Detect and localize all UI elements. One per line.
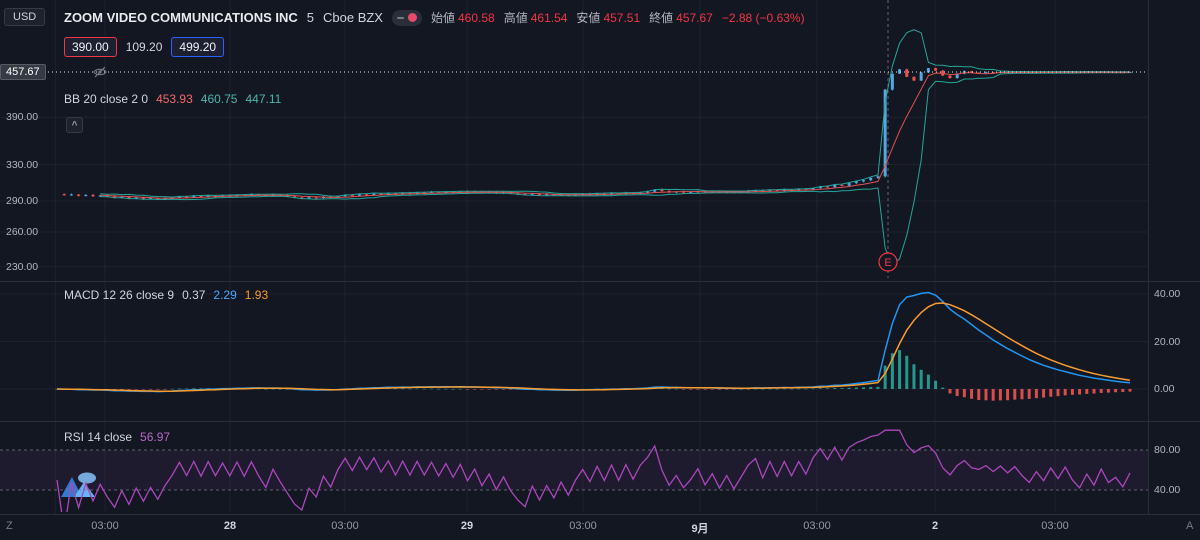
currency-label: USD: [13, 11, 37, 23]
symbol-title[interactable]: ZOOM VIDEO COMMUNICATIONS INC: [64, 10, 298, 25]
rsi-title[interactable]: RSI 14 close: [64, 430, 133, 444]
macd-signal-value: 1.93: [244, 288, 269, 302]
price-level-stop[interactable]: 390.00: [64, 37, 117, 57]
macd-line-value: 2.29: [213, 288, 237, 302]
macd-axis-label[interactable]: 20.00: [1154, 335, 1181, 348]
svg-text:E: E: [884, 257, 891, 269]
open-label: 始値: [430, 11, 455, 25]
open-value: 460.58: [458, 10, 495, 25]
currency-button[interactable]: USD: [4, 8, 46, 26]
rsi-axis-label[interactable]: 40.00: [1154, 484, 1181, 496]
status-dot-icon: [407, 13, 417, 22]
bb-basis-value: 453.93: [156, 92, 193, 106]
macd-axis-label[interactable]: 40.00: [1154, 288, 1181, 300]
position-quantity: 109.20: [125, 40, 163, 54]
legend-collapse-button[interactable]: ^: [66, 117, 83, 133]
time-axis-label[interactable]: 03:00: [331, 520, 359, 532]
price-level-target[interactable]: 499.20: [171, 37, 225, 57]
rsi-axis-label[interactable]: 80.00: [1154, 444, 1181, 456]
chart-legend-row: ZOOM VIDEO COMMUNICATIONS INC 5 Cboe BZX…: [64, 9, 805, 26]
bb-upper-value: 460.75: [200, 92, 238, 106]
high-label: 高値: [503, 11, 528, 25]
time-axis-label[interactable]: 29: [460, 520, 474, 532]
eye-slash-icon[interactable]: [92, 64, 108, 85]
macd-axis-label[interactable]: 0.00: [1154, 383, 1175, 395]
time-axis-label[interactable]: 03:00: [91, 520, 119, 532]
close-label: 終値: [649, 11, 674, 25]
price-axis-label[interactable]: 390.00: [6, 111, 39, 124]
high-value: 461.54: [530, 10, 568, 25]
collapse-chevron-icon: ^: [71, 119, 78, 131]
low-value: 457.51: [603, 10, 641, 25]
macd-hist-value: 0.37: [182, 288, 206, 302]
close-value: 457.67: [676, 10, 713, 25]
corner-left-label[interactable]: Z: [6, 520, 13, 532]
price-axis-label[interactable]: 230.00: [6, 260, 39, 273]
macd-title[interactable]: MACD 12 26 close 9: [64, 288, 175, 302]
low-label: 安値: [576, 11, 601, 25]
rsi-value: 56.97: [140, 430, 171, 444]
bb-legend-row: BB 20 close 2 0 453.93 460.75 447.11: [64, 92, 281, 106]
time-axis-label[interactable]: 03:00: [1041, 520, 1069, 532]
market-status-toggle[interactable]: [391, 9, 422, 26]
time-axis-label[interactable]: 03:00: [803, 520, 831, 532]
interval-label[interactable]: 5: [306, 10, 314, 25]
bb-title[interactable]: BB 20 close 2 0: [64, 92, 149, 106]
change-value: −2.88 (−0.63%): [721, 10, 805, 25]
time-axis-label[interactable]: 03:00: [569, 520, 597, 532]
time-axis-label[interactable]: 9月: [691, 523, 709, 535]
time-axis-label[interactable]: 2: [931, 520, 939, 532]
macd-legend-row: MACD 12 26 close 9 0.37 2.29 1.93: [64, 288, 268, 302]
price-axis-label[interactable]: 260.00: [6, 225, 39, 238]
corner-right-label[interactable]: A: [1186, 520, 1194, 532]
price-axis-label[interactable]: 330.00: [6, 158, 39, 171]
exchange-label[interactable]: Cboe BZX: [323, 10, 383, 25]
time-axis-label[interactable]: 28: [223, 520, 237, 532]
position-levels-row: 390.00 109.20 499.20: [64, 37, 225, 57]
rsi-legend-row: RSI 14 close 56.97: [64, 430, 170, 444]
bb-lower-value: 447.11: [245, 92, 282, 106]
last-price-tag: 457.67: [0, 64, 46, 80]
last-price-value: 457.67: [6, 66, 40, 78]
price-axis-label[interactable]: 290.00: [6, 195, 39, 208]
toggle-track-icon: [396, 16, 404, 19]
